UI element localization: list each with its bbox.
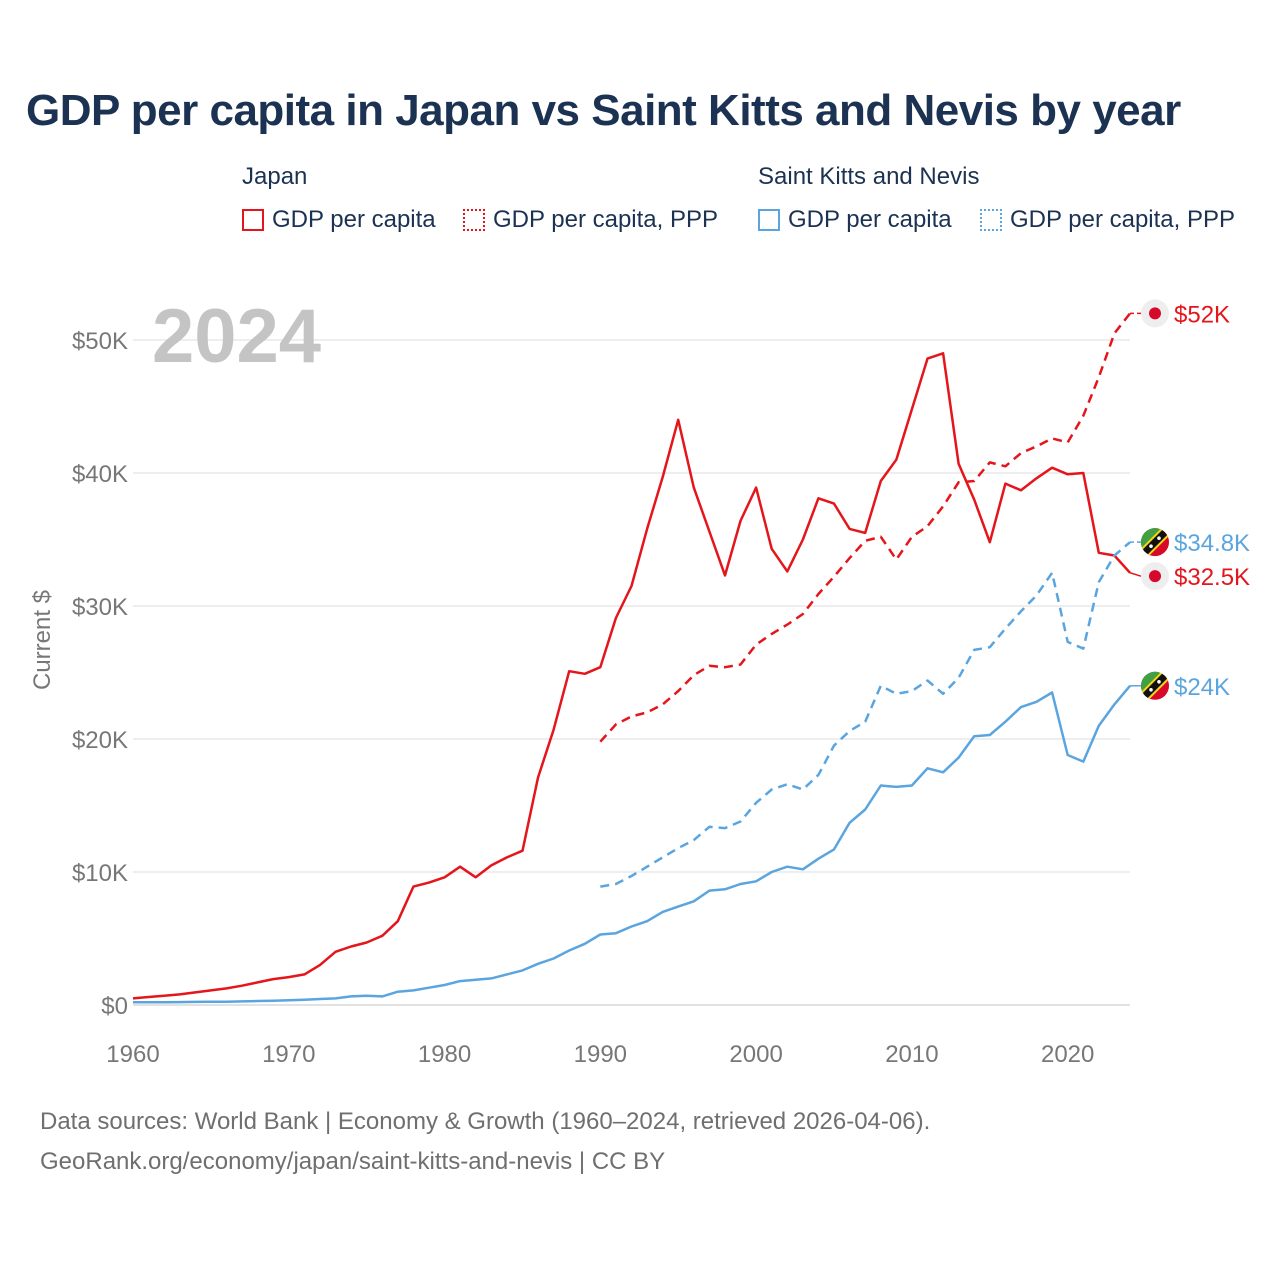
grid-lines	[133, 339, 1130, 1006]
legend-item-japan-gdp-ppp[interactable]: GDP per capita, PPP	[463, 206, 718, 234]
saint-kitts-flag-icon	[1141, 528, 1169, 557]
source-line-1: Data sources: World Bank | Economy & Gro…	[40, 1108, 931, 1135]
legend-group-japan: Japan	[242, 163, 308, 190]
legend-label: GDP per capita, PPP	[1010, 206, 1235, 233]
end-labels: $52K $34.8K $32.5K $24K	[1129, 299, 1250, 701]
y-axis-label: Current $	[29, 590, 56, 690]
series-lines	[132, 312, 1131, 1004]
source-line-2: GeoRank.org/economy/japan/saint-kitts-an…	[40, 1148, 666, 1175]
series-line-1	[132, 352, 1131, 1000]
x-tick-label: 2000	[729, 1041, 782, 1068]
legend-swatch-dotted-blue	[980, 209, 1002, 231]
x-tick-label: 1990	[574, 1041, 627, 1068]
series-line-4	[600, 541, 1131, 888]
x-tick-label: 1960	[106, 1041, 159, 1068]
y-tick-label: $10K	[72, 860, 128, 887]
x-axis-ticks: 1960 1970 1980 1990 2000 2010 2020	[106, 1041, 1094, 1068]
legend-swatch-dotted-red	[463, 209, 485, 231]
y-tick-label: $40K	[72, 461, 128, 488]
y-axis-ticks: $0 $10K $20K $30K $40K $50K	[72, 328, 128, 1020]
legend-swatch-solid-red	[242, 209, 264, 231]
line-chart: 2024 $0 $10K $20K $30K $40K $50K 1960 1970 1980…	[29, 294, 1250, 1068]
chart-title: GDP per capita in Japan vs Saint Kitts a…	[26, 86, 1181, 135]
japan-flag-icon	[1141, 299, 1169, 328]
y-tick-label: $30K	[72, 594, 128, 621]
legend-swatch-solid-blue	[758, 209, 780, 231]
end-value-label: $24K	[1174, 674, 1230, 701]
saint-kitts-flag-icon	[1141, 671, 1169, 700]
x-tick-label: 1980	[418, 1041, 471, 1068]
x-tick-label: 1970	[262, 1041, 315, 1068]
end-value-label: $32.5K	[1174, 564, 1250, 591]
series-line-2	[599, 312, 1131, 743]
legend-label: GDP per capita	[788, 206, 952, 233]
legend-label: GDP per capita	[272, 206, 436, 233]
end-connector	[1129, 572, 1142, 577]
x-tick-label: 2020	[1041, 1041, 1094, 1068]
y-tick-label: $50K	[72, 328, 128, 355]
end-value-label: $52K	[1174, 301, 1230, 328]
y-tick-label: $0	[101, 993, 128, 1020]
year-watermark: 2024	[152, 294, 321, 379]
legend-item-skn-gdp[interactable]: GDP per capita	[758, 206, 952, 234]
legend-group-saint-kitts: Saint Kitts and Nevis	[758, 163, 980, 190]
japan-flag-icon	[1141, 562, 1169, 591]
legend-item-japan-gdp[interactable]: GDP per capita	[242, 206, 436, 234]
legend-item-skn-gdp-ppp[interactable]: GDP per capita, PPP	[980, 206, 1235, 234]
x-tick-label: 2010	[885, 1041, 938, 1068]
series-line-3	[133, 684, 1131, 1004]
legend-label: GDP per capita, PPP	[493, 206, 718, 233]
end-value-label: $34.8K	[1174, 530, 1250, 557]
y-tick-label: $20K	[72, 727, 128, 754]
